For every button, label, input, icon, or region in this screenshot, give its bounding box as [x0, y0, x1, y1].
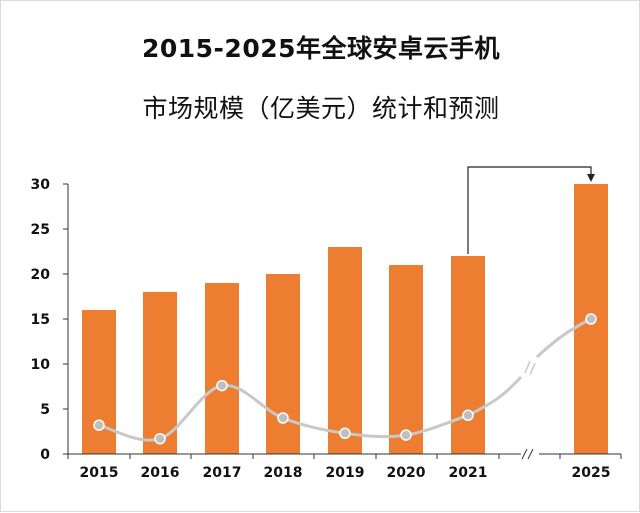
- bar-2021: [451, 256, 485, 454]
- line-point-2019: [339, 427, 351, 440]
- chart-title-line-2: 市场规模（亿美元）统计和预测: [142, 94, 500, 123]
- line-break-mark: [524, 360, 531, 374]
- line-point-2021: [462, 409, 474, 422]
- x-tick-label-2020: 2020: [387, 465, 426, 481]
- trend-line-segment: [535, 317, 592, 359]
- trend-line-segment: [467, 375, 523, 417]
- axis-break-mark: [527, 448, 534, 460]
- bar-2020: [389, 265, 423, 454]
- bar-2016: [143, 292, 177, 454]
- x-tick-label-2019: 2019: [326, 465, 365, 481]
- bar-2019: [328, 247, 362, 454]
- bar-2015: [82, 310, 116, 454]
- x-tick-label-2017: 2017: [203, 465, 242, 481]
- line-point-2025: [585, 313, 597, 325]
- y-tick-label: 15: [31, 312, 50, 328]
- line-point-2018: [277, 412, 289, 424]
- growth-arrowhead: [587, 174, 595, 182]
- line-point-2020: [400, 429, 412, 441]
- y-tick-label: 25: [31, 222, 50, 238]
- chart-title-line-1: 2015-2025年全球安卓云手机: [141, 34, 501, 63]
- y-tick-label: 30: [31, 177, 51, 193]
- line-break-mark: [529, 362, 536, 376]
- growth-arrow: [467, 166, 592, 254]
- line-point-2016: [154, 432, 166, 445]
- line-point-2017: [216, 379, 228, 392]
- x-tick-label-2015: 2015: [80, 465, 119, 481]
- x-tick-label-2021: 2021: [449, 465, 488, 481]
- bar-2018: [266, 274, 300, 454]
- axis-break-mark: [521, 448, 528, 460]
- line-point-2015: [93, 419, 105, 431]
- y-tick-label: 0: [40, 447, 50, 463]
- y-tick-label: 10: [31, 357, 51, 373]
- x-tick-label-2016: 2016: [141, 465, 180, 481]
- x-tick-label-2018: 2018: [264, 465, 303, 481]
- y-tick-label: 20: [31, 267, 51, 283]
- x-tick-label-2025: 2025: [572, 465, 611, 481]
- bar-2017: [205, 283, 239, 454]
- y-tick-label: 5: [40, 402, 50, 418]
